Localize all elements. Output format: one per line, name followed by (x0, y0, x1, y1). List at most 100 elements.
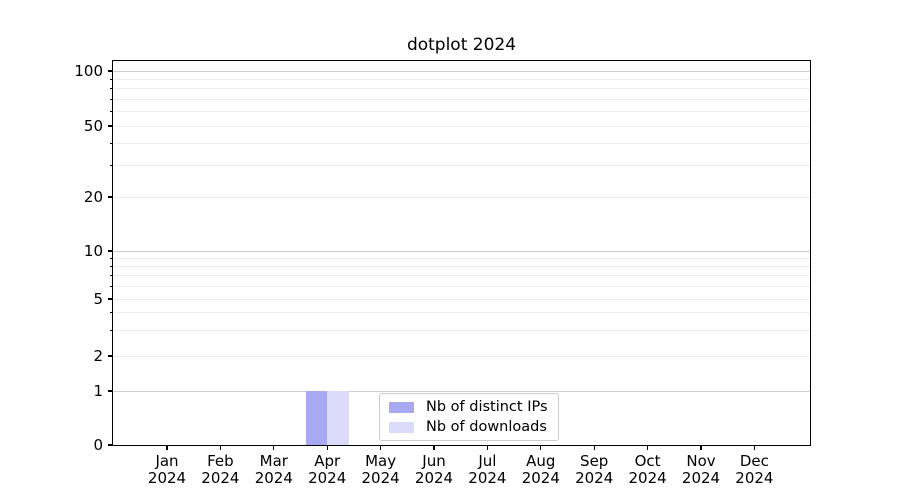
x-tick-month: Jul (478, 452, 497, 470)
x-tick-label: Nov 2024 (669, 453, 733, 486)
x-tick-month: Sep (580, 452, 609, 470)
y-minor-tick (110, 285, 113, 287)
x-tick-year: 2024 (735, 468, 774, 487)
x-tick-label: Apr 2024 (295, 453, 359, 486)
y-gridline-minor (113, 142, 810, 144)
y-tick-label: 20 (83, 187, 103, 206)
x-tick (326, 445, 328, 450)
x-tick-year: 2024 (414, 468, 454, 487)
x-tick-month: May (365, 452, 397, 470)
y-gridline-major (113, 70, 810, 72)
y-gridline-minor (113, 257, 810, 259)
x-tick-month: Apr (314, 452, 341, 470)
x-tick (433, 445, 435, 450)
y-tick (108, 250, 113, 252)
x-tick (593, 445, 595, 450)
y-gridline-minor (113, 111, 810, 113)
y-gridline-minor (113, 265, 810, 267)
y-minor-tick (110, 88, 113, 90)
y-gridline-minor (113, 330, 810, 332)
y-minor-tick (110, 257, 113, 259)
y-minor-tick (110, 142, 113, 144)
y-gridline-minor (113, 165, 810, 167)
y-minor-tick (110, 78, 113, 80)
plot-area (112, 60, 811, 446)
y-tick-label: 50 (83, 116, 103, 135)
legend-swatch-icon (389, 401, 414, 413)
y-tick (108, 298, 113, 300)
y-gridline-major (113, 250, 810, 252)
y-tick-label: 0 (93, 435, 103, 454)
y-minor-tick (110, 111, 113, 112)
x-tick-label: Mar 2024 (242, 453, 306, 486)
y-tick (108, 355, 113, 357)
x-tick-month: Jan (155, 452, 179, 470)
x-tick (753, 445, 756, 450)
y-tick (108, 70, 113, 72)
y-gridline-minor (113, 88, 810, 90)
y-tick-label: 10 (83, 241, 103, 260)
plot-frame (112, 60, 811, 446)
y-tick-label: 1 (93, 381, 103, 400)
x-tick (646, 445, 649, 450)
x-tick-year: 2024 (308, 468, 347, 487)
y-gridline-minor (113, 285, 810, 287)
x-tick (486, 445, 489, 450)
y-gridline-major (113, 390, 810, 392)
bar-series-0-apr-2024 (305, 391, 328, 445)
y-gridline-minor (113, 312, 810, 314)
x-tick (540, 445, 542, 450)
x-tick (166, 445, 168, 450)
y-minor-tick (110, 275, 113, 277)
x-tick (379, 445, 382, 450)
legend-label: Nb of downloads (426, 419, 547, 435)
x-tick-year: 2024 (575, 468, 614, 487)
y-gridline-minor (113, 298, 810, 300)
y-minor-tick (110, 330, 113, 332)
y-tick (108, 444, 113, 446)
y-tick (108, 196, 113, 198)
x-tick-year: 2024 (468, 468, 507, 487)
x-tick-label: Dec 2024 (722, 453, 786, 486)
y-minor-tick (110, 165, 113, 166)
y-minor-tick (110, 98, 113, 100)
x-tick (219, 445, 222, 450)
x-tick-month: Dec (739, 452, 769, 470)
y-tick-label: 5 (93, 289, 103, 308)
x-tick-year: 2024 (361, 468, 400, 487)
y-gridline-minor (113, 125, 810, 127)
y-gridline-minor (113, 98, 810, 100)
x-tick-label: Jul 2024 (455, 453, 519, 486)
x-tick-label: Oct 2024 (616, 453, 680, 486)
x-tick-year: 2024 (254, 468, 293, 487)
legend-entry: Nb of distinct IPs (389, 399, 548, 415)
x-tick-label: Jan 2024 (135, 453, 199, 486)
chart-title: dotplot 2024 (406, 35, 517, 55)
x-tick-label: Aug 2024 (509, 453, 573, 486)
y-gridline-minor (113, 275, 810, 277)
x-tick-year: 2024 (201, 468, 240, 487)
y-minor-tick (110, 266, 113, 267)
x-tick-month: Oct (634, 452, 661, 470)
y-tick (108, 390, 113, 392)
x-tick-month: Aug (526, 452, 556, 470)
x-tick-month: Feb (207, 452, 234, 470)
legend-swatch-icon (389, 421, 414, 433)
y-minor-tick (110, 312, 113, 314)
y-gridline-minor (113, 355, 810, 357)
legend-label: Nb of distinct IPs (426, 399, 548, 415)
legend-entry: Nb of downloads (389, 419, 548, 435)
x-tick-month: Mar (259, 452, 288, 470)
x-tick (700, 445, 702, 450)
x-tick-label: May 2024 (349, 453, 413, 486)
x-tick-year: 2024 (147, 468, 187, 487)
x-tick-year: 2024 (681, 468, 721, 487)
x-tick (273, 445, 275, 450)
x-tick-label: Sep 2024 (562, 453, 626, 486)
x-tick-label: Feb 2024 (188, 453, 252, 486)
x-tick-month: Jun (422, 452, 446, 470)
x-tick-year: 2024 (628, 468, 667, 487)
y-tick (108, 125, 113, 127)
y-gridline-minor (113, 78, 810, 80)
